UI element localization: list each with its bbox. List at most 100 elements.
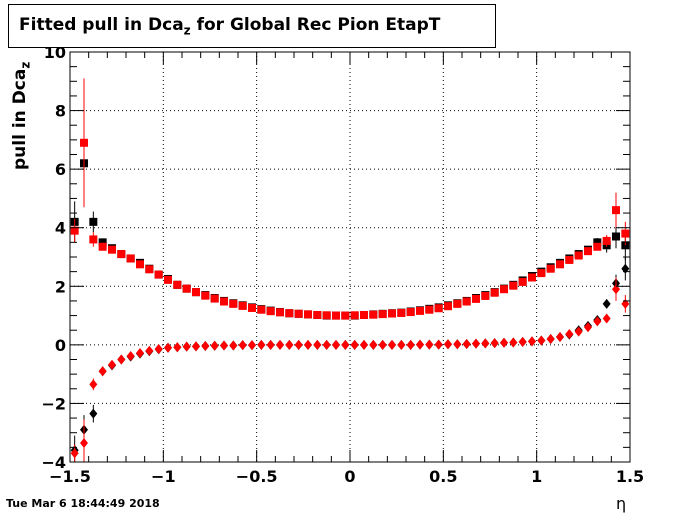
data-point-diamond <box>537 335 546 346</box>
data-point-square <box>89 235 98 244</box>
series-diamond-black <box>70 257 630 462</box>
data-point-square <box>556 260 564 269</box>
data-point-square <box>406 308 415 317</box>
data-point-diamond <box>528 336 536 347</box>
x-tick-label: −0.5 <box>236 467 278 486</box>
series-diamond-red <box>70 277 630 462</box>
data-point-diamond <box>117 354 126 365</box>
data-point-diamond <box>89 379 98 390</box>
data-point-square <box>434 304 443 313</box>
data-point-diamond <box>397 339 406 350</box>
data-point-square <box>602 236 611 245</box>
data-point-square <box>612 232 620 241</box>
y-tick-label: 2 <box>55 277 66 296</box>
data-point-square <box>154 270 163 279</box>
y-axis-label: pull in Dcaz <box>10 40 34 170</box>
data-point-square <box>490 288 499 297</box>
data-point-square <box>220 297 228 306</box>
data-point-square <box>322 311 331 320</box>
data-point-square <box>164 275 172 284</box>
data-point-square <box>565 255 574 264</box>
data-point-diamond <box>462 338 471 349</box>
title-box: Fitted pull in Dcaz for Global Rec Pion … <box>8 4 496 48</box>
data-point-diamond <box>201 341 210 352</box>
data-point-square <box>192 288 200 297</box>
data-point-square <box>509 281 518 290</box>
data-point-diamond <box>145 345 154 356</box>
data-point-square <box>444 302 452 311</box>
data-point-square <box>369 310 378 319</box>
data-point-diamond <box>98 366 107 377</box>
x-tick-label: 0 <box>344 467 355 486</box>
data-point-square <box>173 280 182 289</box>
data-point-square <box>500 285 508 294</box>
data-point-square <box>70 226 79 235</box>
y-tick-label: 6 <box>55 160 66 179</box>
data-point-square <box>593 238 602 247</box>
data-point-diamond <box>612 284 620 295</box>
data-point-diamond <box>89 408 98 419</box>
data-point-square <box>182 284 191 293</box>
chart-title: Fitted pull in Dcaz for Global Rec Pion … <box>19 15 440 37</box>
data-point-diamond <box>509 337 518 348</box>
title-rest: for Global Rec Pion EtapT <box>190 15 441 35</box>
data-point-diamond <box>220 340 228 351</box>
data-point-square <box>238 301 247 310</box>
data-point-diamond <box>444 339 452 350</box>
data-point-diamond <box>173 342 182 353</box>
data-point-square <box>425 305 434 314</box>
data-point-square <box>350 311 359 320</box>
y-tick-label: 8 <box>55 102 66 121</box>
data-point-square <box>388 309 396 318</box>
data-point-diamond <box>210 340 219 351</box>
data-point-diamond <box>266 339 275 350</box>
data-point-diamond <box>500 337 508 348</box>
data-point-diamond <box>584 322 592 333</box>
data-point-diamond <box>602 313 611 324</box>
data-point-square <box>257 305 266 314</box>
data-point-square <box>453 299 462 308</box>
timestamp: Tue Mar 6 18:44:49 2018 <box>6 497 160 510</box>
axis-ticks <box>69 51 631 463</box>
data-point-square <box>360 310 368 319</box>
data-point-square <box>341 311 350 320</box>
data-point-diamond <box>518 336 527 347</box>
data-point-diamond <box>406 339 415 350</box>
data-point-diamond <box>276 339 284 350</box>
ylabel-main: pull in Dca <box>10 68 30 170</box>
data-point-diamond <box>80 437 88 448</box>
title-main: Fitted pull in Dca <box>19 15 184 35</box>
x-tick-label: −1 <box>151 467 176 486</box>
data-point-square <box>126 254 135 263</box>
data-point-square <box>518 277 527 286</box>
data-point-diamond <box>294 339 303 350</box>
data-point-diamond <box>546 334 555 344</box>
data-point-square <box>397 308 406 317</box>
data-point-square <box>332 311 340 320</box>
data-point-square <box>584 247 592 256</box>
data-point-diamond <box>313 339 322 350</box>
data-point-diamond <box>621 298 630 309</box>
data-point-square <box>98 242 107 251</box>
x-tick-label: 0.5 <box>429 467 457 486</box>
data-point-square <box>108 245 116 254</box>
data-point-diamond <box>238 340 247 351</box>
data-point-diamond <box>136 348 144 359</box>
data-point-square <box>266 307 275 316</box>
data-point-square <box>313 310 322 319</box>
x-axis-label: η <box>616 494 627 513</box>
data-point-diamond <box>108 359 116 370</box>
data-point-diamond <box>332 339 340 350</box>
data-point-square <box>89 217 98 226</box>
y-tick-label: −4 <box>41 453 66 472</box>
data-point-diamond <box>574 326 583 337</box>
data-point-diamond <box>593 316 602 327</box>
x-tick-label: 1.5 <box>616 467 644 486</box>
data-point-diamond <box>416 339 424 350</box>
data-point-diamond <box>182 341 191 352</box>
data-point-diamond <box>360 339 368 350</box>
data-point-diamond <box>472 338 480 349</box>
data-point-diamond <box>490 338 499 349</box>
data-point-square <box>145 265 154 274</box>
